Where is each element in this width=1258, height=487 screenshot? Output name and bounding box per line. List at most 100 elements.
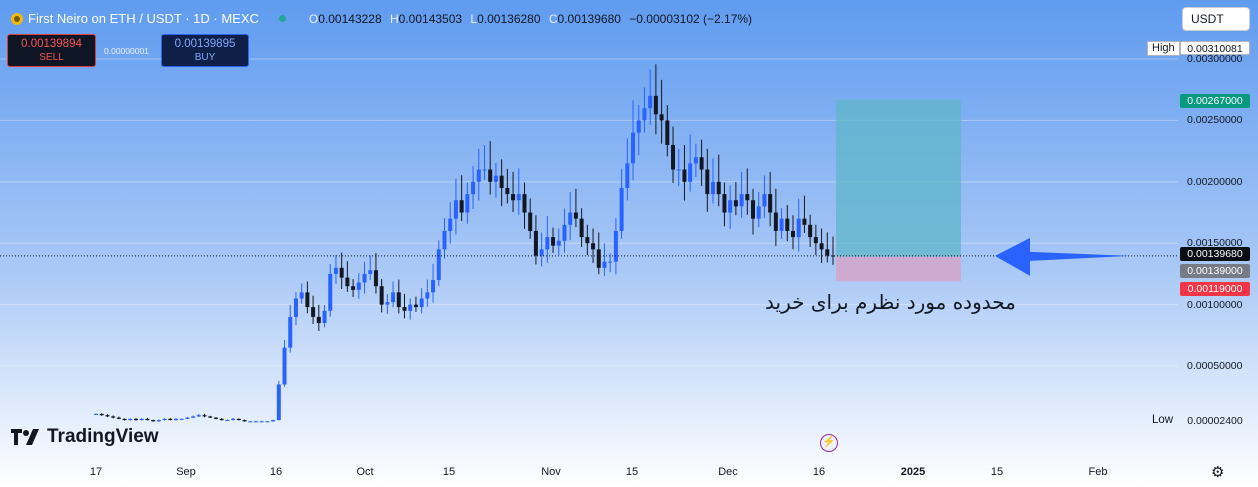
- stop-price-tag[interactable]: 0.00119000: [1180, 282, 1250, 296]
- candle-body: [831, 255, 835, 257]
- candle-body: [116, 417, 121, 419]
- candle-body: [596, 249, 601, 268]
- candle-body: [773, 212, 778, 231]
- market-status-dot: [278, 15, 286, 22]
- y-axis-label: 0.00250000: [1187, 114, 1243, 127]
- candle-body: [533, 230, 538, 256]
- target-price-tag[interactable]: 0.00267000: [1180, 94, 1250, 108]
- candle-body: [185, 417, 190, 419]
- entry-price-tag[interactable]: 0.00139000: [1180, 264, 1250, 278]
- candle-body: [373, 270, 378, 287]
- high-price-tag: 0.00310081: [1180, 41, 1250, 55]
- ohlc-values: O0.00143228 H0.00143503 L0.00136280 C0.0…: [304, 12, 752, 26]
- candle-body: [282, 347, 287, 385]
- candle-body: [339, 267, 344, 278]
- low-label: Low: [1152, 414, 1174, 426]
- candle-body: [179, 418, 184, 420]
- candle-body: [396, 292, 401, 308]
- tradingview-logo[interactable]: TradingView: [11, 426, 159, 448]
- candle-body: [133, 418, 138, 421]
- x-axis-label: 15: [626, 466, 638, 478]
- candle-body: [248, 421, 253, 423]
- candle-body: [825, 249, 830, 256]
- buy-button[interactable]: 0.00139895 BUY: [161, 34, 249, 67]
- grid-lines: [0, 58, 1178, 367]
- x-axis-label: Feb: [1089, 466, 1108, 478]
- y-axis-label: 0.00200000: [1187, 175, 1243, 188]
- sell-button[interactable]: 0.00139894 SELL: [7, 34, 96, 67]
- candle-body: [299, 292, 304, 299]
- candle-body: [465, 194, 470, 213]
- candle-body: [728, 200, 733, 213]
- candle-body: [242, 420, 247, 422]
- candle-body: [476, 169, 481, 182]
- candle-body: [613, 230, 618, 262]
- ohlc-open-key: O: [308, 11, 319, 26]
- candle-body: [796, 218, 801, 238]
- sell-price: 0.00139894: [21, 38, 82, 50]
- candle-body: [745, 194, 750, 201]
- blue-arrow[interactable]: [995, 237, 1130, 276]
- ohlc-high-value: 0.00143503: [398, 11, 463, 26]
- candle-body: [99, 413, 104, 416]
- candle-body: [391, 292, 396, 303]
- candle-body: [316, 316, 321, 324]
- buy-zone-annotation[interactable]: محدوده مورد نظرم برای خرید: [765, 290, 1016, 314]
- candle-body: [785, 218, 790, 231]
- buy-price: 0.00139895: [174, 38, 236, 50]
- x-axis-label: Sep: [176, 466, 196, 478]
- y-axis-label: 0.00150000: [1187, 237, 1243, 250]
- candle-body: [231, 418, 236, 421]
- candle-body: [608, 261, 613, 263]
- ohlc-change: −0.00003102 (−2.17%): [629, 11, 753, 26]
- candle-body: [305, 292, 310, 308]
- candle-body: [333, 267, 338, 274]
- y-axis-label: 0.00100000: [1187, 298, 1243, 311]
- sell-label: SELL: [39, 52, 64, 63]
- candle-body: [665, 120, 670, 145]
- tradingview-logo-text: TradingView: [47, 426, 159, 447]
- candle-body: [505, 187, 510, 195]
- candle-body: [293, 298, 298, 317]
- symbol-title[interactable]: First Neiro on ETH / USDT · 1D · MEXC: [28, 11, 259, 26]
- candle-body: [408, 304, 413, 311]
- candle-body: [151, 420, 156, 422]
- candle-body: [482, 169, 487, 171]
- candle-body: [345, 277, 350, 287]
- candle-body: [265, 421, 270, 423]
- candle-body: [128, 418, 133, 421]
- currency-button[interactable]: USDT: [1182, 7, 1250, 31]
- candle-body: [213, 417, 218, 419]
- lightning-icon[interactable]: ⚡: [820, 434, 838, 452]
- gear-icon[interactable]: ⚙: [1211, 464, 1225, 481]
- ohlc-open-value: 0.00143228: [318, 11, 382, 26]
- candle-body: [219, 418, 224, 421]
- long-position-tool[interactable]: [836, 99, 961, 282]
- candle-body: [699, 157, 704, 170]
- buy-label: BUY: [194, 52, 216, 63]
- ohlc-close-key: C: [548, 11, 558, 26]
- candle-body: [619, 187, 624, 231]
- candle-body: [693, 157, 698, 164]
- tradingview-logo-icon: [11, 429, 39, 445]
- candle-body: [768, 194, 773, 213]
- candle-body: [676, 169, 681, 171]
- ohlc-low-key: L: [470, 11, 478, 26]
- candle-body: [425, 292, 430, 299]
- candle-body: [436, 249, 441, 281]
- candle-body: [516, 194, 521, 201]
- candle-body: [94, 413, 98, 415]
- candle-body: [122, 418, 127, 421]
- candle-body: [156, 420, 161, 422]
- ohlc-low-value: 0.00136280: [477, 11, 541, 26]
- chart-header: First Neiro on ETH / USDT · 1D · MEXC O0…: [10, 11, 752, 26]
- candle-body: [368, 270, 373, 274]
- candle-body: [356, 282, 361, 290]
- low-price-tag: 0.00002400: [1187, 415, 1243, 427]
- arrow-shape: [995, 237, 1130, 276]
- candle-body: [511, 194, 516, 201]
- candle-body: [431, 280, 436, 293]
- x-axis-label: 17: [90, 466, 102, 478]
